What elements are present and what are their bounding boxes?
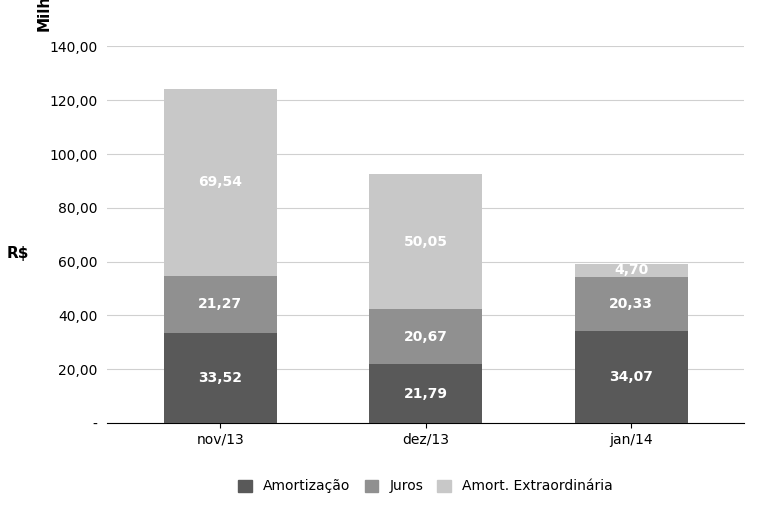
Text: Milhares: Milhares	[36, 0, 51, 31]
Legend: Amortização, Juros, Amort. Extraordinária: Amortização, Juros, Amort. Extraordinári…	[232, 474, 619, 499]
Text: R$: R$	[7, 246, 29, 261]
Bar	[164, 333, 277, 423]
Bar	[164, 276, 277, 333]
Text: 21,27: 21,27	[198, 297, 242, 311]
Bar	[164, 89, 277, 276]
Text: 20,33: 20,33	[609, 297, 653, 311]
Bar	[574, 331, 687, 423]
Text: 21,79: 21,79	[403, 387, 448, 401]
Bar	[574, 277, 687, 331]
Text: 4,70: 4,70	[614, 264, 648, 278]
Bar	[369, 174, 482, 309]
Text: 69,54: 69,54	[199, 175, 242, 189]
Bar	[369, 309, 482, 364]
Text: 33,52: 33,52	[199, 371, 242, 385]
Text: 50,05: 50,05	[403, 235, 448, 249]
Bar	[369, 364, 482, 423]
Text: 34,07: 34,07	[609, 370, 653, 384]
Text: 20,67: 20,67	[403, 330, 448, 344]
Bar	[574, 264, 687, 277]
